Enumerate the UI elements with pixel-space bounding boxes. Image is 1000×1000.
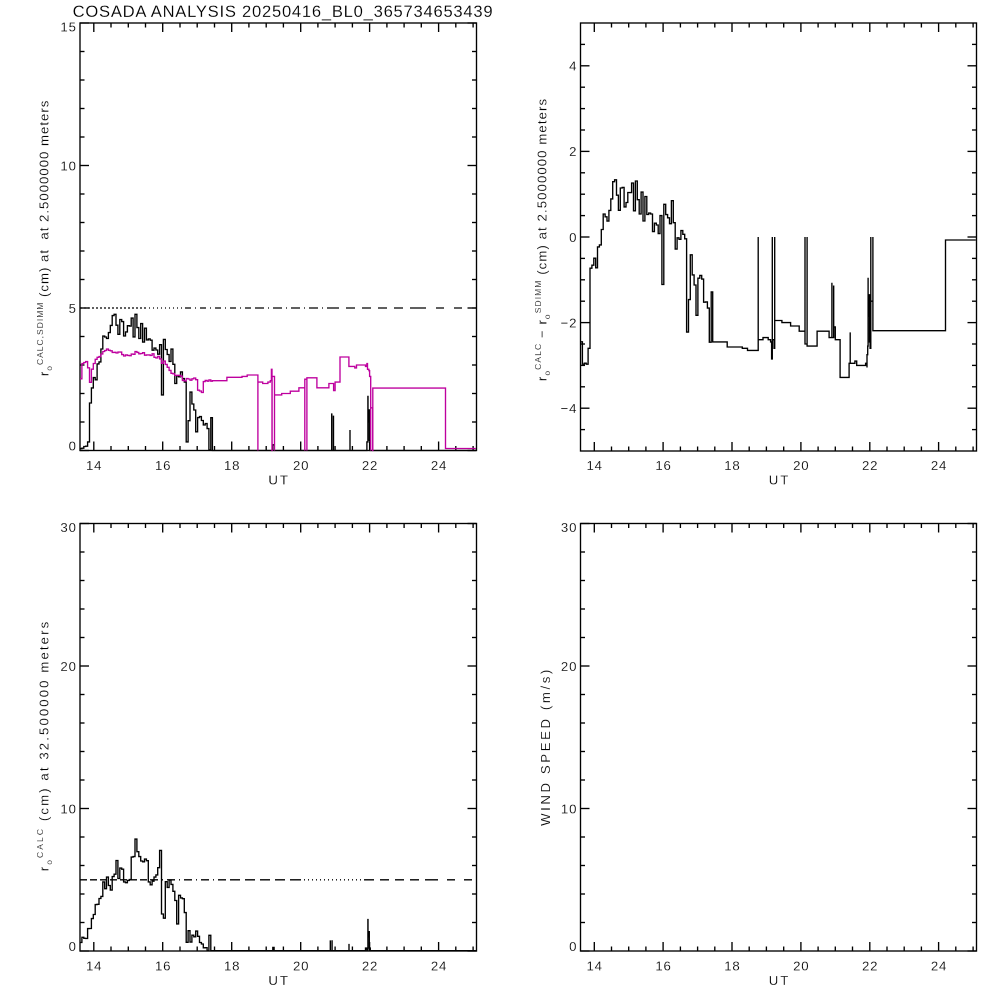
svg-text:2: 2 bbox=[569, 144, 577, 159]
svg-text:20: 20 bbox=[793, 458, 809, 473]
svg-text:20: 20 bbox=[561, 659, 577, 674]
svg-text:10: 10 bbox=[60, 158, 76, 173]
svg-text:5: 5 bbox=[69, 301, 77, 316]
svg-text:−4: −4 bbox=[561, 401, 578, 416]
svg-text:14: 14 bbox=[86, 458, 102, 473]
svg-text:14: 14 bbox=[587, 458, 603, 473]
svg-text:22: 22 bbox=[362, 959, 378, 974]
svg-text:30: 30 bbox=[60, 520, 76, 535]
svg-text:10: 10 bbox=[561, 801, 577, 816]
svg-text:24: 24 bbox=[431, 458, 447, 473]
svg-text:22: 22 bbox=[862, 959, 878, 974]
svg-text:0: 0 bbox=[569, 230, 577, 245]
svg-text:30: 30 bbox=[561, 520, 577, 535]
svg-text:COSADA ANALYSIS 20250416_BL0_3: COSADA ANALYSIS 20250416_BL0_36573465343… bbox=[73, 2, 494, 21]
svg-text:UT: UT bbox=[268, 973, 290, 988]
svg-text:roCALC − roSDIMM (cm) at 2.500: roCALC − roSDIMM (cm) at 2.5000000 meter… bbox=[533, 98, 552, 381]
svg-text:16: 16 bbox=[155, 959, 171, 974]
svg-text:WIND SPEED (m/s): WIND SPEED (m/s) bbox=[538, 667, 553, 826]
svg-text:16: 16 bbox=[655, 458, 671, 473]
svg-text:20: 20 bbox=[293, 458, 309, 473]
svg-text:0: 0 bbox=[569, 939, 577, 954]
svg-text:14: 14 bbox=[587, 959, 603, 974]
svg-text:UT: UT bbox=[769, 472, 791, 487]
svg-text:10: 10 bbox=[60, 801, 76, 816]
svg-text:roCALC (cm) at 32.500000 meter: roCALC (cm) at 32.500000 meters bbox=[35, 620, 54, 872]
svg-text:20: 20 bbox=[793, 959, 809, 974]
svg-text:15: 15 bbox=[60, 19, 76, 34]
svg-text:0: 0 bbox=[69, 939, 77, 954]
svg-text:UT: UT bbox=[268, 472, 290, 487]
svg-text:22: 22 bbox=[862, 458, 878, 473]
svg-text:16: 16 bbox=[155, 458, 171, 473]
svg-text:24: 24 bbox=[931, 458, 947, 473]
svg-text:0: 0 bbox=[69, 438, 77, 453]
svg-text:18: 18 bbox=[724, 959, 740, 974]
svg-text:24: 24 bbox=[931, 959, 947, 974]
svg-text:18: 18 bbox=[224, 458, 240, 473]
svg-text:UT: UT bbox=[769, 973, 791, 988]
svg-text:20: 20 bbox=[293, 959, 309, 974]
svg-text:−2: −2 bbox=[561, 315, 578, 330]
svg-text:20: 20 bbox=[60, 659, 76, 674]
svg-text:4: 4 bbox=[569, 59, 577, 74]
svg-text:18: 18 bbox=[724, 458, 740, 473]
svg-text:14: 14 bbox=[86, 959, 102, 974]
svg-text:18: 18 bbox=[224, 959, 240, 974]
svg-text:24: 24 bbox=[431, 959, 447, 974]
svg-text:22: 22 bbox=[362, 458, 378, 473]
svg-text:16: 16 bbox=[655, 959, 671, 974]
